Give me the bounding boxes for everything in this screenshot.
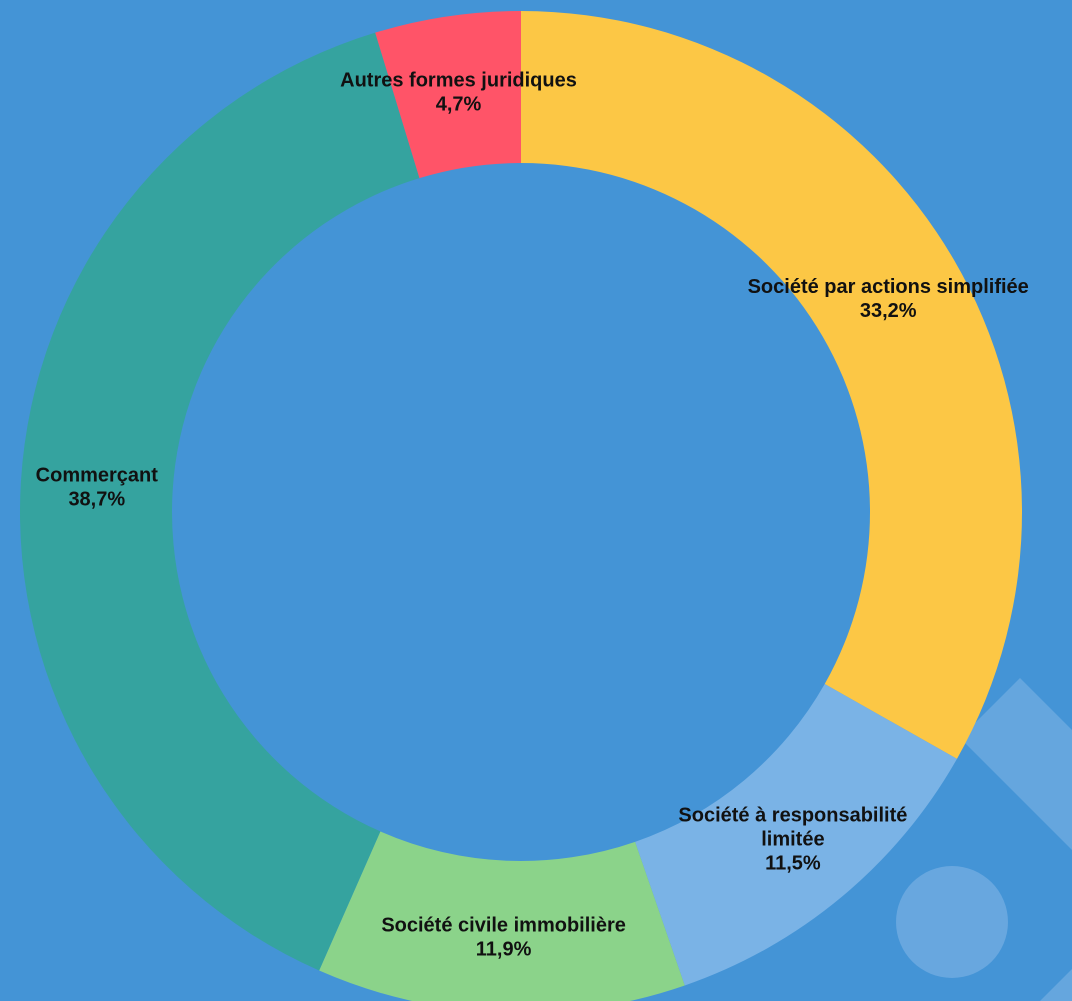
slice-societe-a-responsabilite-limitee[interactable] bbox=[635, 683, 957, 986]
decorative-corner-shape bbox=[1040, 969, 1072, 1001]
slice-category-label: limitée bbox=[761, 829, 824, 851]
slice-societe-civile-immobiliere[interactable] bbox=[319, 831, 685, 1001]
slice-commercant[interactable] bbox=[19, 32, 420, 971]
donut-slices bbox=[19, 11, 1022, 1001]
label-commercant: Commerçant 38,7% bbox=[36, 465, 159, 511]
slice-value-label: 38,7% bbox=[68, 489, 125, 511]
background-decoration bbox=[896, 678, 1072, 1001]
label-societe-par-actions-simplifiee: Société par actions simplifiée 33,2% bbox=[748, 276, 1029, 322]
slice-category-label: Société à responsabilité bbox=[678, 805, 907, 827]
slice-category-label: Société civile immobilière bbox=[381, 915, 626, 937]
slice-value-label: 4,7% bbox=[436, 94, 482, 116]
label-autres-formes-juridiques: Autres formes juridiques 4,7% bbox=[340, 70, 577, 116]
decorative-circle-shape bbox=[896, 866, 1008, 978]
slice-category-label: Commerçant bbox=[36, 465, 159, 487]
slice-value-label: 11,5% bbox=[765, 853, 821, 875]
decorative-diamond-shape bbox=[960, 678, 1072, 850]
slice-category-label: Autres formes juridiques bbox=[340, 70, 577, 92]
slice-category-label: Société par actions simplifiée bbox=[748, 276, 1029, 298]
slice-labels: Société par actions simplifiée 33,2%Socié… bbox=[36, 70, 1029, 961]
label-societe-civile-immobiliere: Société civile immobilière 11,9% bbox=[381, 915, 626, 961]
label-societe-a-responsabilite-limitee: Société à responsabilité limitée 11,5% bbox=[678, 805, 907, 875]
slice-value-label: 11,9% bbox=[476, 939, 532, 961]
slice-autres-formes-juridiques[interactable] bbox=[375, 11, 521, 179]
slice-societe-par-actions-simplifiee[interactable] bbox=[521, 11, 1022, 759]
slice-value-label: 33,2% bbox=[860, 300, 917, 322]
